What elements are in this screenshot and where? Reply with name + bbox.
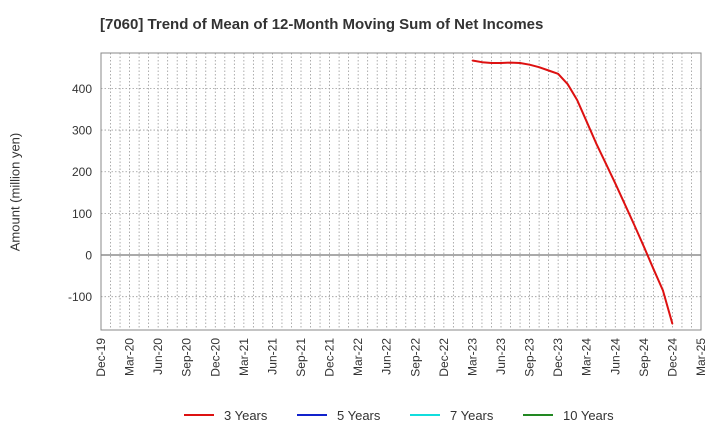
legend-item: 7 Years — [410, 405, 493, 425]
x-tick-label: Dec-22 — [437, 338, 451, 377]
data-point — [538, 66, 540, 68]
y-tick-labels: -100 0 100 200 300 400 — [68, 82, 92, 304]
data-point — [509, 61, 512, 64]
data-point — [481, 61, 483, 63]
data-point — [490, 62, 493, 64]
data-point — [471, 59, 474, 62]
x-tick-label: Jun-22 — [380, 338, 394, 375]
x-tick-label: Sep-23 — [523, 338, 537, 377]
x-tick-label: Jun-20 — [151, 338, 165, 375]
x-tick-label: Jun-21 — [265, 338, 279, 375]
legend-swatch — [410, 414, 440, 416]
legend-item: 3 Years — [184, 405, 267, 425]
x-tick-label: Sep-24 — [637, 338, 651, 377]
data-point — [528, 63, 531, 66]
x-tick-label: Dec-24 — [665, 338, 679, 377]
series-layer — [471, 59, 674, 325]
y-tick-label: 100 — [72, 207, 92, 221]
data-point — [624, 203, 626, 205]
plot-background — [101, 53, 701, 330]
data-point — [566, 83, 569, 85]
legend-swatch — [184, 414, 214, 416]
legend-swatch — [523, 414, 553, 416]
data-point — [519, 62, 521, 64]
y-tick-label: -100 — [68, 290, 92, 304]
vertical-grid — [100, 53, 702, 330]
x-tick-label: Dec-23 — [551, 338, 565, 377]
data-point — [557, 73, 559, 75]
plot-border — [100, 52, 702, 331]
data-point — [643, 245, 645, 248]
legend-label: 5 Years — [337, 407, 381, 423]
data-point — [671, 323, 674, 325]
legend-swatch — [297, 414, 327, 416]
legend-item: 10 Years — [523, 405, 614, 425]
data-point — [662, 289, 664, 292]
legend: 3 Years 5 Years 7 Years 10 Years — [0, 405, 720, 425]
x-tick-label: Sep-22 — [408, 338, 422, 377]
y-tick-label: 400 — [72, 82, 92, 96]
legend-label: 10 Years — [563, 407, 614, 423]
legend-item: 5 Years — [297, 405, 380, 425]
y-tick-label: 200 — [72, 165, 92, 179]
y-tick-label: 0 — [85, 249, 92, 263]
data-point — [585, 120, 588, 123]
x-tick-label: Mar-20 — [123, 338, 137, 376]
data-point — [652, 268, 655, 270]
data-point — [595, 142, 597, 145]
legend-label: 7 Years — [450, 407, 494, 423]
series-line-3-years — [472, 59, 674, 325]
data-point — [605, 162, 607, 165]
data-point — [547, 69, 550, 72]
data-point — [576, 99, 578, 101]
x-tick-label: Mar-23 — [465, 338, 479, 376]
x-tick-label: Jun-23 — [494, 338, 508, 375]
x-tick-label: Dec-19 — [94, 338, 108, 377]
y-axis-label: Amount (million yen) — [7, 132, 23, 252]
x-tick-label: Dec-20 — [208, 338, 222, 377]
legend-label: 3 Years — [224, 407, 268, 423]
x-tick-label: Jun-24 — [608, 338, 622, 375]
x-tick-label: Mar-25 — [694, 338, 708, 376]
x-tick-label: Sep-21 — [294, 338, 308, 377]
y-tick-label: 300 — [72, 124, 92, 138]
data-point — [614, 182, 617, 185]
x-tick-label: Mar-22 — [351, 338, 365, 376]
chart-title: [7060] Trend of Mean of 12-Month Moving … — [100, 16, 544, 33]
x-tick-label: Dec-21 — [323, 338, 337, 377]
data-point — [500, 62, 502, 64]
x-tick-label: Mar-24 — [580, 338, 594, 376]
plot-area: -100 0 100 200 300 400 Dec-19 Mar-20 Jun-20 Sep-… — [68, 52, 708, 377]
x-tick-label: Mar-21 — [237, 338, 251, 376]
x-tick-labels: Dec-19 Mar-20 Jun-20 Sep-20 Dec-20 Mar-21 Jun-… — [94, 338, 708, 377]
data-point — [633, 224, 636, 226]
x-tick-label: Sep-20 — [180, 338, 194, 377]
